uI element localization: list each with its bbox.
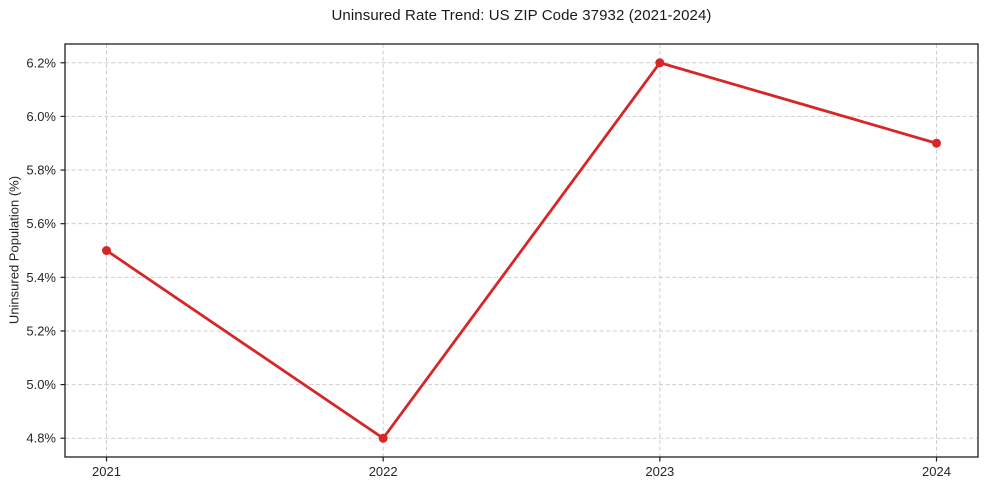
x-tick-label: 2021 bbox=[92, 464, 121, 479]
chart-title: Uninsured Rate Trend: US ZIP Code 37932 … bbox=[331, 7, 712, 24]
y-tick-label: 5.0% bbox=[26, 377, 56, 392]
data-point bbox=[655, 58, 665, 68]
x-tick-label: 2023 bbox=[645, 464, 674, 479]
y-tick-label: 5.6% bbox=[26, 216, 56, 231]
x-tick-label: 2024 bbox=[922, 464, 951, 479]
data-point bbox=[102, 246, 111, 255]
x-tick-label: 2022 bbox=[369, 464, 398, 479]
y-tick-label: 6.2% bbox=[26, 55, 56, 70]
y-tick-label: 6.0% bbox=[26, 109, 56, 124]
data-point bbox=[378, 433, 388, 443]
y-tick-label: 5.2% bbox=[26, 323, 56, 338]
y-tick-label: 5.8% bbox=[26, 163, 56, 178]
data-point bbox=[932, 138, 941, 148]
y-tick-label: 5.4% bbox=[26, 270, 56, 285]
plot-frame bbox=[64, 43, 979, 458]
y-tick-label: 4.8% bbox=[26, 431, 56, 446]
trend-line bbox=[105, 61, 938, 440]
